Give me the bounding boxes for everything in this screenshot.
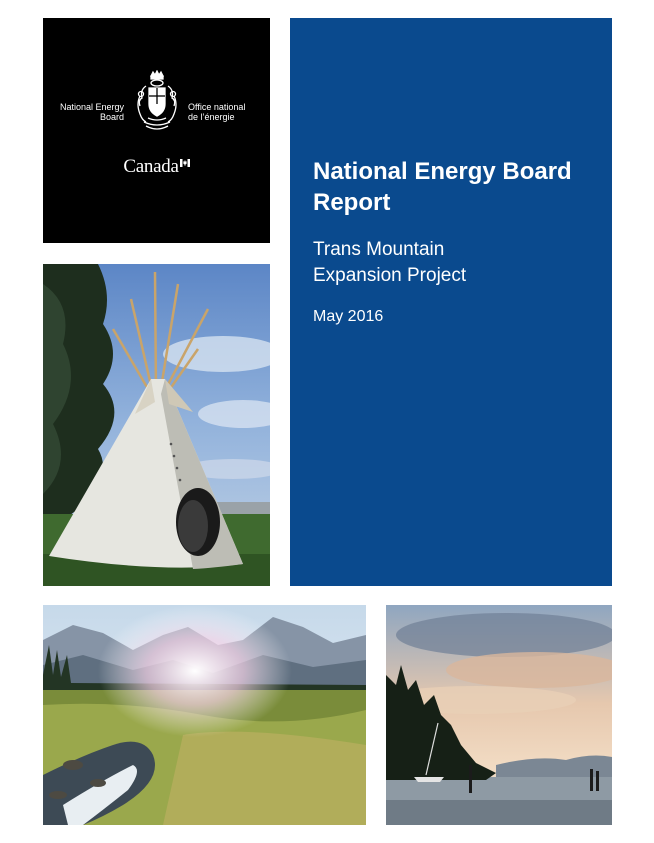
canada-flag-icon [179,159,190,167]
report-subtitle-line1: Trans Mountain [313,239,445,260]
report-date: May 2016 [313,308,384,325]
teepee-photo [43,264,270,586]
report-title-line1: National Energy Board [313,158,572,185]
canada-wordmark: Canada [43,156,270,178]
neb-logo-panel: National Energy Board O [43,18,270,243]
mountain-stream-photo [43,605,366,825]
coat-of-arms-icon [137,70,177,130]
report-title-panel: National Energy Board Report Trans Mount… [290,18,612,586]
report-title-line2: Report [313,189,391,216]
agency-name-french: Office national de l’énergie [188,102,268,122]
report-subtitle-line2: Expansion Project [313,265,467,286]
agency-name-fr-line2: de l’énergie [188,112,235,122]
report-title: National Energy Board Report [313,156,603,218]
canada-wordmark-text: Canada [123,156,179,177]
agency-name-fr-line1: Office national [188,102,246,112]
agency-name-en-line2: Board [99,112,124,122]
coastline-photo [386,605,612,825]
agency-name-english: National Energy Board [44,102,124,122]
agency-name-en-line1: National Energy [59,102,124,112]
report-subtitle: Trans Mountain Expansion Project [313,237,603,289]
